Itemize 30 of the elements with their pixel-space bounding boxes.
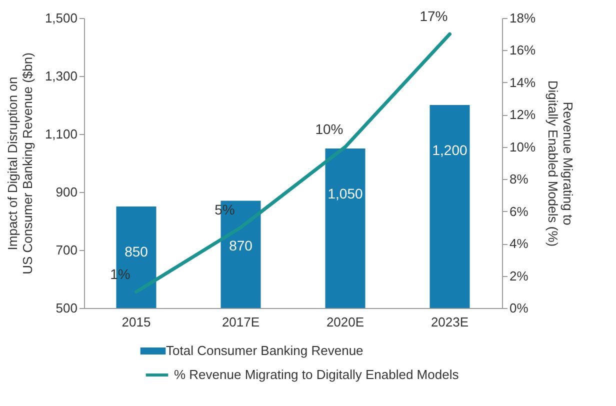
legend-label: % Revenue Migrating to Digitally Enabled Models: [174, 367, 460, 382]
y2-tick-label: 8%: [510, 172, 529, 187]
y-tick-label: 500: [56, 300, 78, 316]
y2-tick-label: 18%: [510, 10, 536, 26]
x-tick-label: 2020E: [326, 314, 364, 330]
data-label: 850: [124, 244, 148, 260]
y-tick-label: 1,300: [44, 68, 78, 84]
legend-label: Total Consumer Banking Revenue: [166, 343, 364, 358]
data-label: 17%: [420, 8, 448, 24]
y2-tick-label: 6%: [510, 204, 529, 219]
y2-axis-title: Revenue Migrating to Digitally Enabled Models (%): [546, 80, 576, 247]
y2-tick-label: 4%: [510, 236, 529, 252]
y2-tick-label: 16%: [510, 42, 536, 58]
x-tick-label: 2023E: [430, 314, 469, 330]
y2-tick-label: 12%: [510, 107, 536, 122]
y-axis-title: Impact of Digital Disruption on US Consumer Banking Revenue ($bn): [4, 52, 35, 274]
x-tick-label: 2017E: [222, 314, 260, 330]
y2-tick-label: 0%: [510, 300, 529, 316]
data-label: 1,200: [432, 142, 468, 158]
data-label: 870: [229, 238, 253, 254]
y2-tick-label: 10%: [510, 139, 536, 154]
x-tick-label: 2015: [122, 314, 151, 330]
y-tick-label: 900: [56, 184, 78, 200]
y-tick-label: 1,100: [44, 126, 78, 142]
data-label: 1,050: [328, 186, 363, 202]
y2-tick-label: 14%: [510, 74, 536, 90]
y-tick-label: 1,500: [44, 10, 78, 26]
y-tick-label: 700: [56, 242, 78, 258]
y2-tick-label: 2%: [510, 268, 529, 284]
data-label: 10%: [315, 120, 344, 137]
